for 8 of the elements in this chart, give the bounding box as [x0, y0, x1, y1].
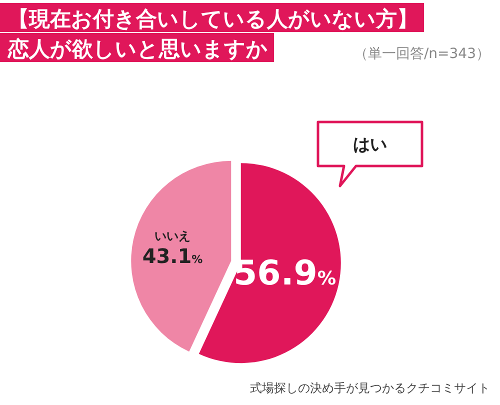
slice-label: いいえ: [154, 229, 191, 244]
text: （単一回答/n=343）: [354, 46, 490, 62]
chart-title: 【現在お付き合いしている人がいない方】: [8, 7, 418, 31]
text: 式場探しの決め手が見つかるクチコミサイト: [250, 381, 490, 395]
data-label: 56.9%: [234, 254, 336, 294]
chart-subtitle: 恋人が欲しいと思いますか: [7, 37, 268, 61]
slice-label: はい: [353, 135, 387, 155]
data-label: 43.1%: [142, 244, 203, 268]
